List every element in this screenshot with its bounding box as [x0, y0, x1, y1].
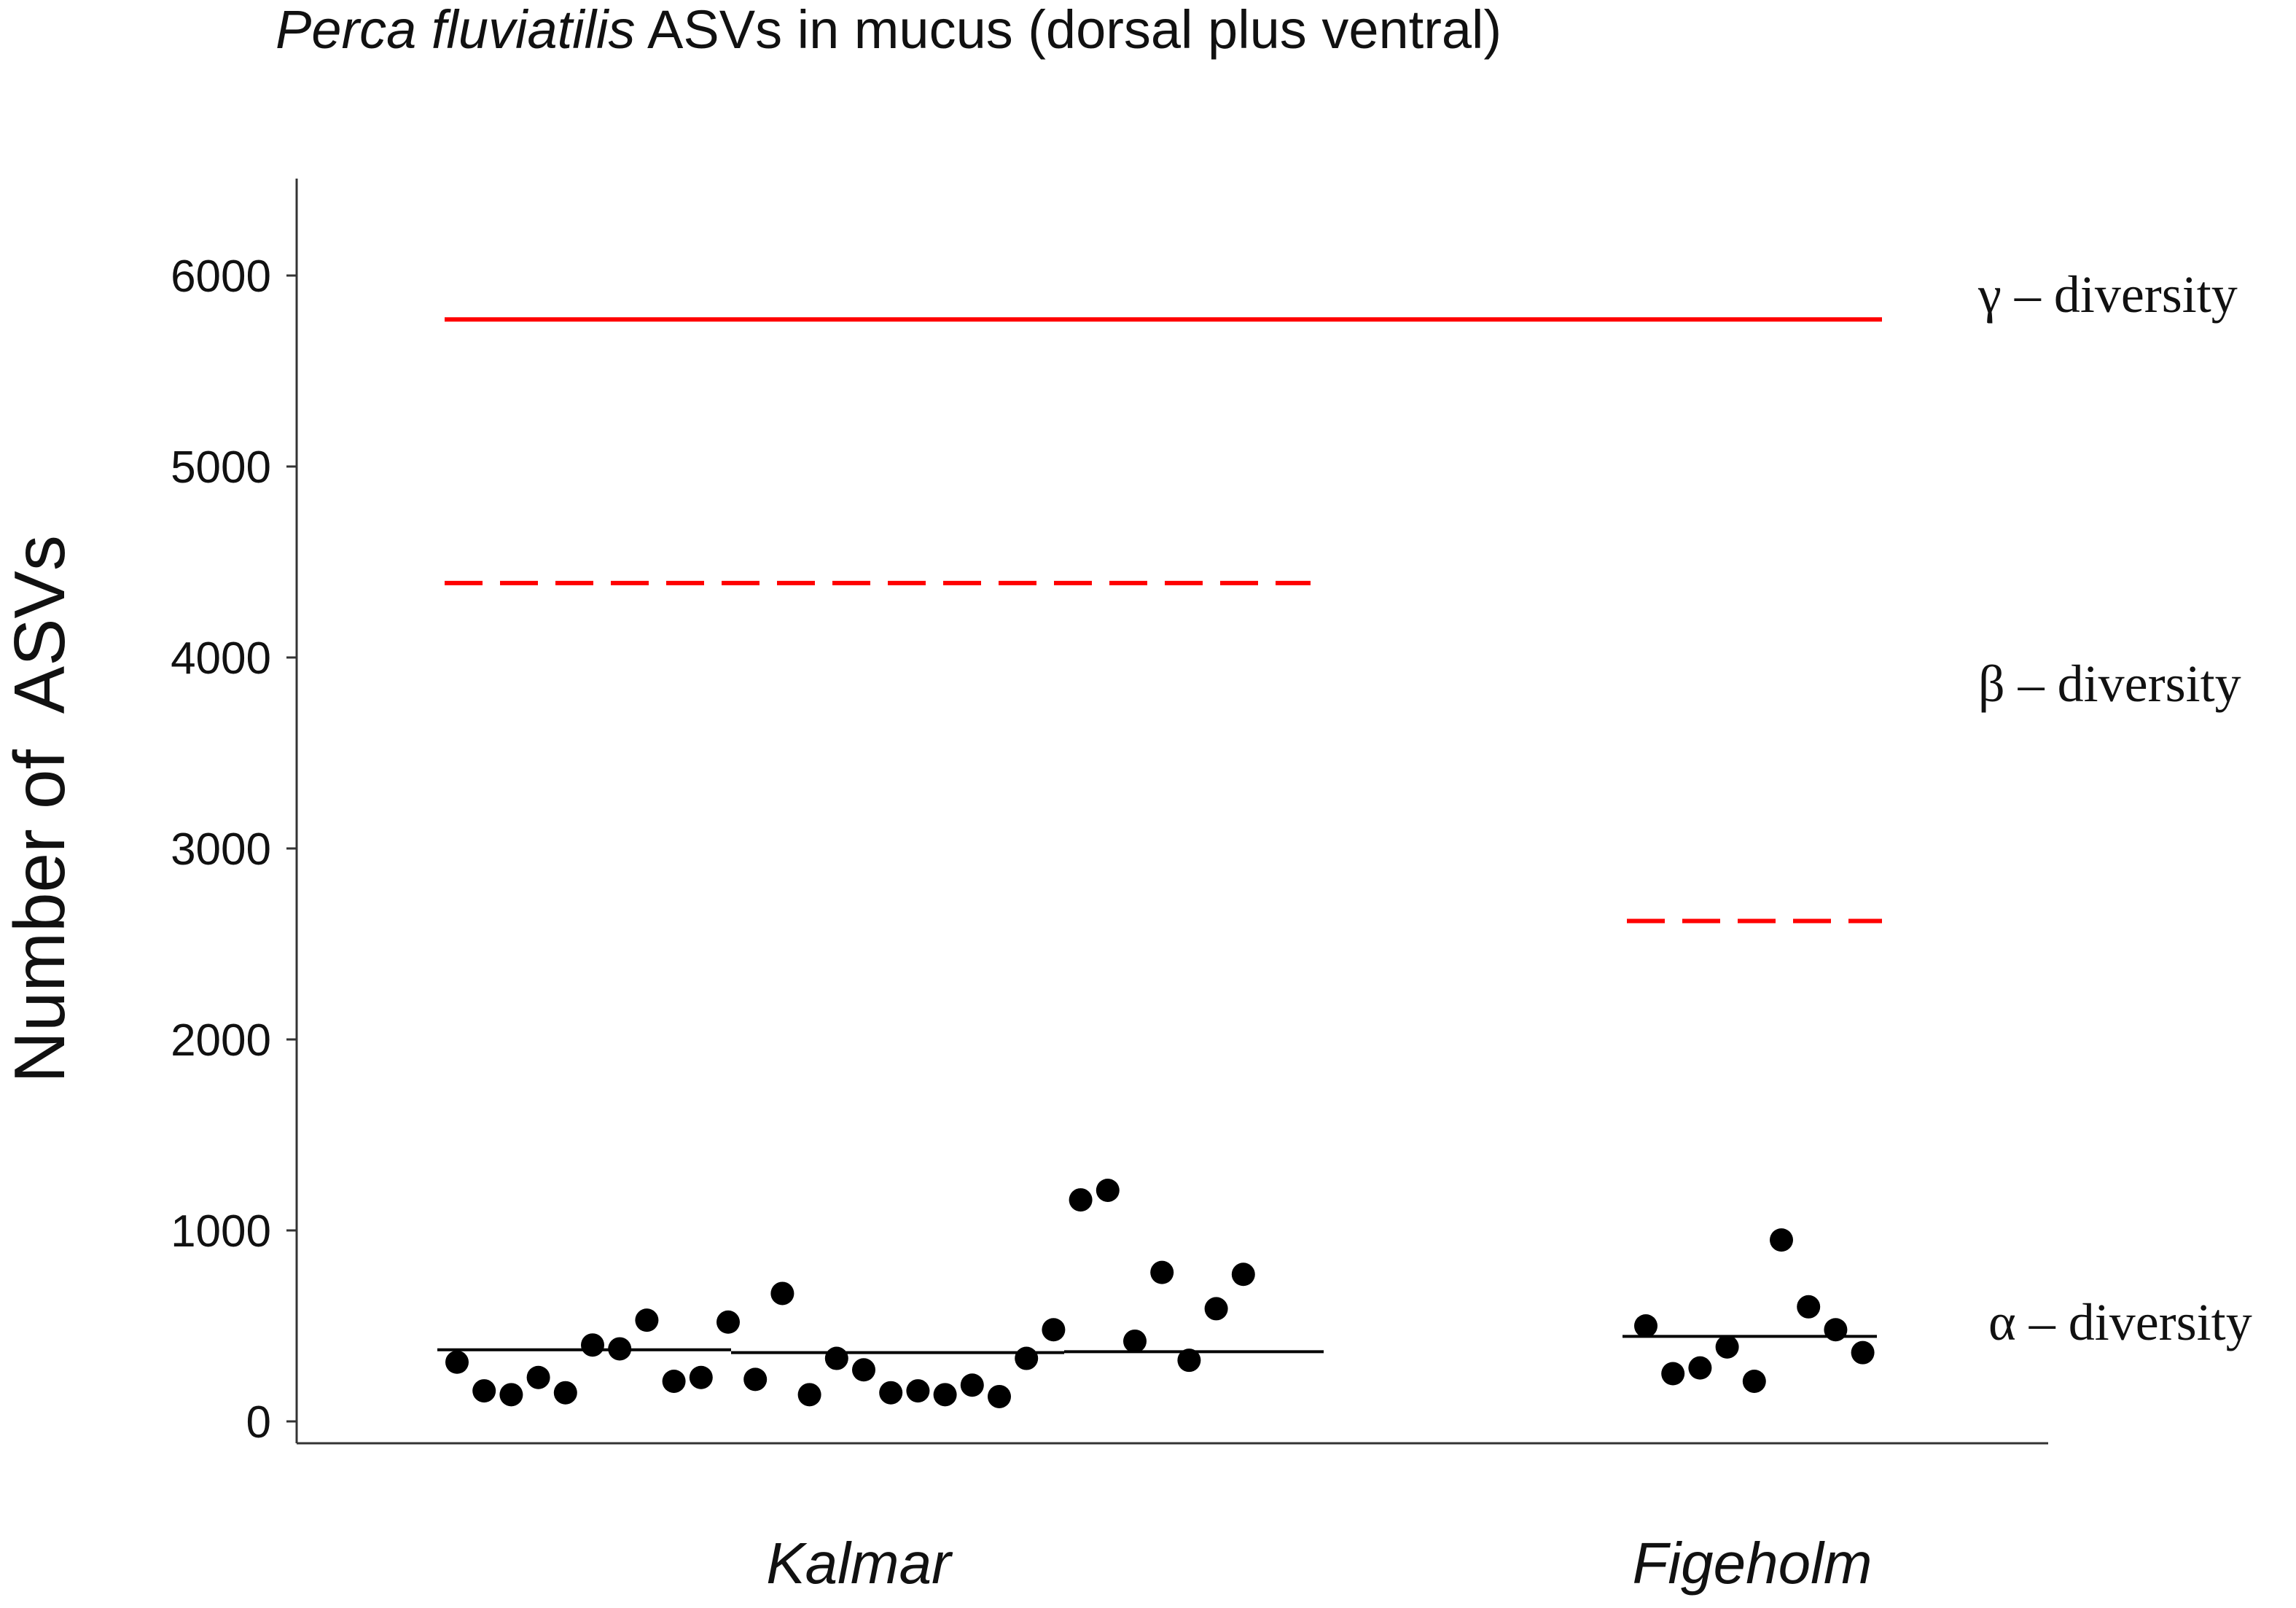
data-point-kalmar — [933, 1383, 957, 1407]
data-point-figeholm — [1770, 1228, 1793, 1252]
data-point-kalmar — [770, 1281, 794, 1305]
data-point-kalmar — [824, 1346, 848, 1370]
data-point-kalmar — [635, 1308, 659, 1332]
data-point-kalmar — [608, 1337, 632, 1361]
data-point-kalmar — [1015, 1346, 1039, 1370]
data-point-kalmar — [1042, 1318, 1066, 1342]
data-point-figeholm — [1851, 1340, 1875, 1365]
category-label-figeholm: Figeholm — [1632, 1531, 1872, 1596]
y-tick-label: 3000 — [171, 824, 271, 875]
data-point-kalmar — [743, 1367, 768, 1392]
data-point-kalmar — [797, 1383, 821, 1407]
data-point-kalmar — [906, 1379, 930, 1403]
data-point-figeholm — [1661, 1362, 1685, 1386]
chart-title-species: Perca fluviatilis — [276, 0, 636, 60]
data-point-kalmar — [689, 1365, 713, 1389]
alpha-diversity-label: α – diversity — [1988, 1293, 2252, 1351]
data-point-kalmar — [1231, 1262, 1255, 1287]
data-point-figeholm — [1634, 1314, 1657, 1338]
data-point-kalmar — [852, 1358, 875, 1382]
data-point-figeholm — [1824, 1318, 1848, 1342]
y-tick-label: 0 — [246, 1397, 271, 1448]
data-point-kalmar — [1069, 1188, 1093, 1212]
data-point-kalmar — [526, 1365, 550, 1389]
data-point-kalmar — [1150, 1260, 1174, 1284]
category-label-kalmar: Kalmar — [766, 1531, 953, 1596]
data-points — [445, 1178, 1875, 1408]
y-tick-label: 4000 — [171, 633, 271, 684]
data-point-kalmar — [662, 1369, 686, 1393]
data-point-kalmar — [988, 1384, 1011, 1408]
y-tick-label: 2000 — [171, 1015, 271, 1066]
data-point-figeholm — [1715, 1335, 1739, 1359]
y-tick-label: 5000 — [171, 442, 271, 493]
y-ticks: 0 1000 2000 3000 4000 5000 6000 — [171, 251, 297, 1448]
data-point-kalmar — [1123, 1329, 1147, 1353]
y-tick-label: 1000 — [171, 1206, 271, 1257]
data-point-figeholm — [1688, 1356, 1712, 1380]
data-point-kalmar — [1204, 1297, 1228, 1321]
data-point-kalmar — [1177, 1349, 1201, 1373]
data-point-kalmar — [472, 1379, 496, 1403]
y-tick-label: 6000 — [171, 251, 271, 302]
gamma-diversity-label: γ – diversity — [1977, 265, 2238, 324]
y-axis-label: Number of ASVs — [0, 535, 79, 1083]
data-point-figeholm — [1797, 1295, 1821, 1319]
chart-title: Perca fluviatilis ASVs in mucus (dorsal … — [276, 0, 1502, 60]
data-point-kalmar — [1096, 1178, 1120, 1202]
reference-lines — [445, 317, 1882, 924]
data-point-kalmar — [581, 1333, 604, 1357]
data-point-figeholm — [1742, 1369, 1766, 1393]
chart-title-rest: ASVs in mucus (dorsal plus ventral) — [636, 0, 1502, 60]
data-point-kalmar — [879, 1381, 903, 1405]
data-point-kalmar — [960, 1373, 984, 1397]
data-point-kalmar — [716, 1310, 740, 1334]
data-point-kalmar — [445, 1350, 469, 1374]
data-point-kalmar — [553, 1381, 577, 1405]
data-point-kalmar — [499, 1383, 523, 1407]
mean-lines — [437, 1335, 1877, 1354]
beta-diversity-label: β – diversity — [1978, 655, 2241, 713]
